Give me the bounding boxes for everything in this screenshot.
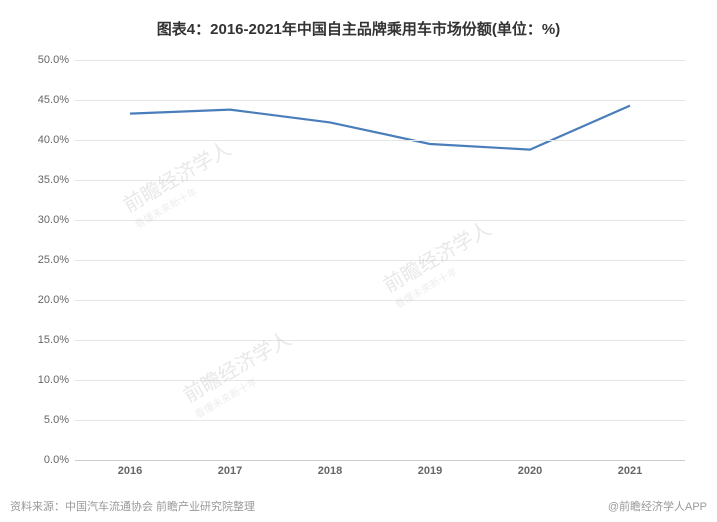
y-axis-label: 5.0% — [9, 414, 69, 426]
gridline — [75, 220, 685, 221]
x-axis-label: 2021 — [618, 465, 642, 477]
x-axis-label: 2016 — [118, 465, 142, 477]
x-axis-line — [75, 460, 685, 461]
x-axis-label: 2017 — [218, 465, 242, 477]
y-axis-label: 45.0% — [9, 94, 69, 106]
gridline — [75, 340, 685, 341]
x-axis-label: 2018 — [318, 465, 342, 477]
gridline — [75, 60, 685, 61]
y-axis-label: 30.0% — [9, 214, 69, 226]
gridline — [75, 140, 685, 141]
gridline — [75, 420, 685, 421]
y-axis-label: 40.0% — [9, 134, 69, 146]
y-axis-label: 0.0% — [9, 454, 69, 466]
y-axis-label: 50.0% — [9, 54, 69, 66]
y-axis-label: 15.0% — [9, 334, 69, 346]
gridline — [75, 380, 685, 381]
y-axis-label: 25.0% — [9, 254, 69, 266]
gridline — [75, 300, 685, 301]
chart-plot-area — [75, 60, 685, 460]
y-axis-label: 35.0% — [9, 174, 69, 186]
gridline — [75, 100, 685, 101]
chart-title: 图表4：2016-2021年中国自主品牌乘用车市场份额(单位：%) — [0, 18, 717, 39]
gridline — [75, 180, 685, 181]
y-axis-label: 10.0% — [9, 374, 69, 386]
source-text: 资料来源：中国汽车流通协会 前瞻产业研究院整理 — [10, 498, 255, 514]
gridline — [75, 260, 685, 261]
brand-text: @前瞻经济学人APP — [608, 498, 707, 514]
x-axis-label: 2019 — [418, 465, 442, 477]
x-axis-label: 2020 — [518, 465, 542, 477]
y-axis-label: 20.0% — [9, 294, 69, 306]
